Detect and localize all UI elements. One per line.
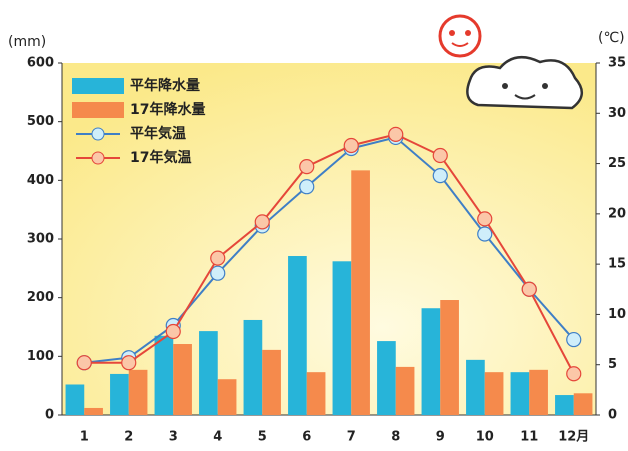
bar [262, 349, 281, 415]
sun-icon [438, 14, 482, 58]
legend-label: 平年降水量 [130, 77, 200, 94]
point [343, 137, 359, 154]
point [254, 214, 270, 230]
y-tick-label: 600 [27, 56, 54, 71]
x-tick-label: 5 [258, 430, 267, 445]
bar [288, 256, 307, 415]
y-tick-label: 200 [27, 290, 54, 305]
x-tick-label: 11 [520, 430, 538, 445]
plot-background [62, 63, 596, 415]
point [299, 179, 315, 195]
x-tick-label: 1 [80, 430, 89, 445]
bar [217, 379, 237, 415]
y-tick-label: 0 [45, 408, 54, 423]
bar [154, 335, 174, 415]
bar [243, 319, 263, 415]
legend-label: 17年降水量 [130, 101, 205, 118]
point [432, 168, 448, 184]
point [477, 211, 493, 227]
bar [306, 372, 326, 415]
y2-tick-label: 20 [608, 206, 626, 221]
bar [510, 372, 530, 415]
point [566, 331, 582, 348]
point [299, 158, 315, 175]
point [521, 281, 537, 297]
bar [555, 395, 574, 415]
legend-swatch [72, 78, 124, 94]
bar [199, 331, 218, 415]
y-tick-label: 100 [27, 349, 54, 364]
bar [173, 344, 192, 415]
bar [484, 372, 504, 415]
bar [128, 369, 148, 415]
point [121, 355, 137, 371]
bar [84, 407, 103, 415]
legend-swatch [91, 127, 105, 141]
point [210, 250, 226, 266]
bar [377, 341, 396, 415]
point [432, 147, 448, 164]
x-tick-label: 9 [436, 430, 445, 445]
x-tick-label: 12月 [558, 430, 589, 445]
bar [332, 261, 352, 415]
point [210, 265, 226, 281]
bar [110, 373, 129, 415]
y2-tick-label: 10 [608, 307, 626, 322]
point [566, 366, 582, 382]
x-tick-label: 8 [391, 430, 400, 445]
bar [466, 359, 485, 415]
bar [573, 393, 593, 415]
bar [529, 369, 548, 415]
y-tick-label: 400 [27, 173, 54, 188]
bar [351, 170, 370, 415]
x-tick-label: 4 [213, 430, 222, 445]
bar [440, 300, 459, 415]
bar [421, 308, 441, 415]
y2-tick-label: 15 [608, 257, 626, 272]
line [84, 133, 575, 375]
y-tick-label: 500 [27, 114, 54, 129]
y2-tick-label: 5 [608, 357, 617, 372]
y2-tick-label: 25 [608, 156, 626, 171]
legend-swatch [91, 151, 105, 165]
legend-swatch [72, 102, 124, 118]
point [388, 126, 404, 143]
x-tick-label: 2 [124, 430, 133, 445]
y2-axis-label: (℃) [598, 30, 625, 46]
x-tick-label: 6 [302, 430, 311, 445]
x-tick-label: 10 [476, 430, 494, 445]
y2-tick-label: 35 [608, 56, 626, 71]
y-tick-label: 300 [27, 232, 54, 247]
bar [65, 384, 85, 415]
y-axis-label: (mm) [8, 34, 46, 50]
bar [395, 366, 415, 415]
cloud-icon [466, 55, 583, 110]
point [76, 355, 92, 371]
legend-label: 17年気温 [130, 149, 191, 166]
point [165, 323, 181, 340]
legend-label: 平年気温 [130, 125, 186, 142]
y2-tick-label: 30 [608, 106, 626, 121]
point [477, 226, 493, 242]
y2-tick-label: 0 [608, 408, 617, 423]
x-tick-label: 7 [347, 430, 356, 445]
x-tick-label: 3 [169, 430, 178, 445]
